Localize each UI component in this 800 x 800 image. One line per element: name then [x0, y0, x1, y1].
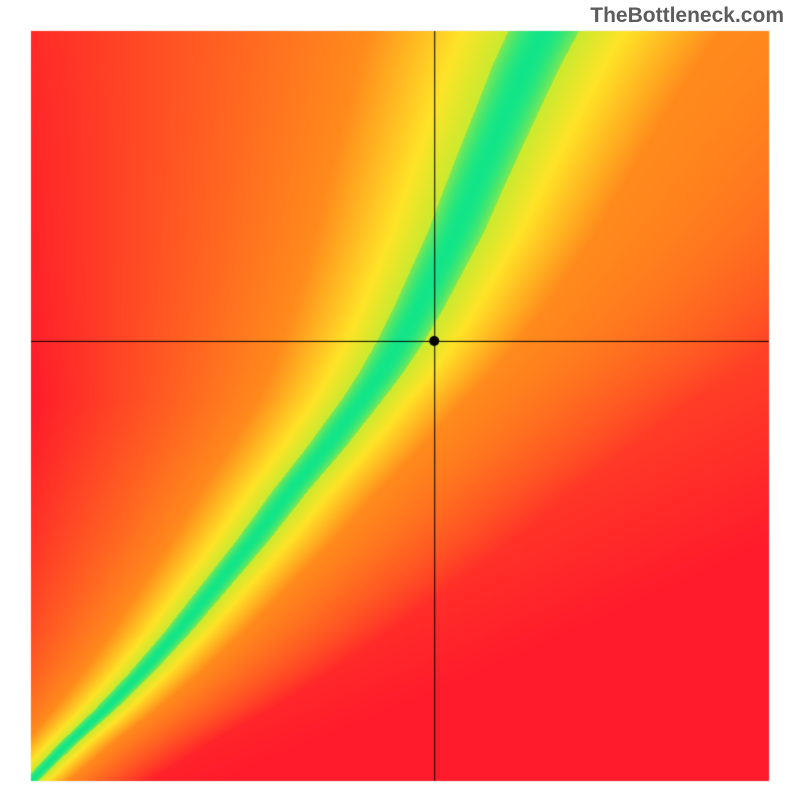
watermark-text: TheBottleneck.com	[590, 4, 784, 28]
heatmap-chart	[30, 30, 770, 782]
